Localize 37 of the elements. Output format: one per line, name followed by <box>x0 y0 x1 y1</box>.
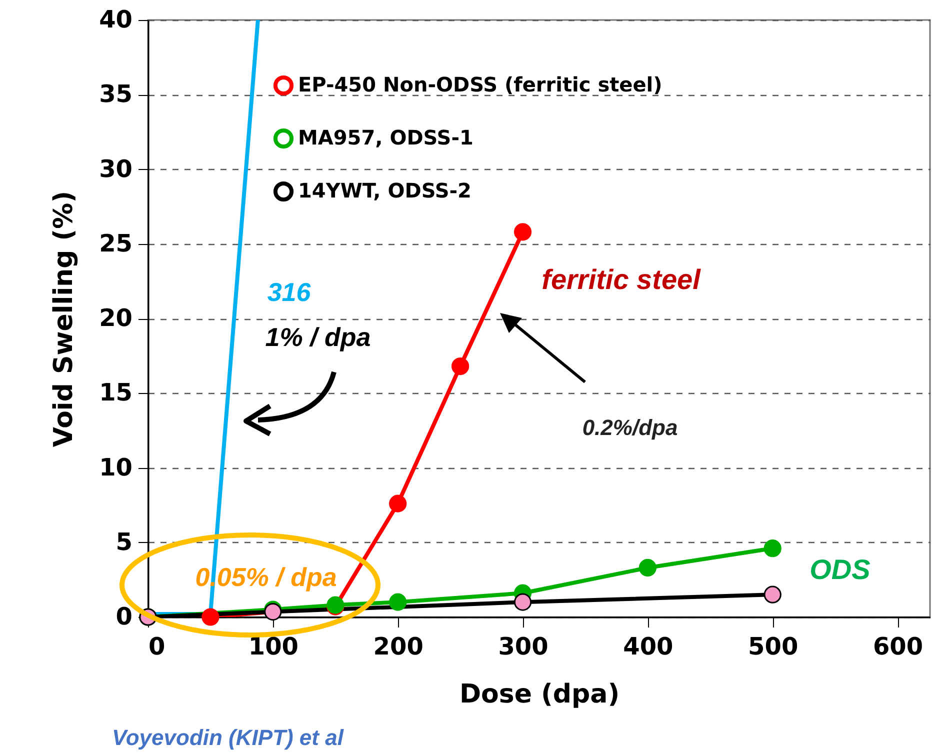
point <box>514 593 532 611</box>
y-tick-label: 15 <box>99 378 132 407</box>
x-tick-label: 600 <box>872 632 924 660</box>
y-tick-label: 10 <box>99 453 132 482</box>
x-tick-label: 400 <box>623 632 674 660</box>
point <box>764 540 782 558</box>
annotation: ODS <box>810 554 871 585</box>
y-tick-label: 40 <box>99 6 132 34</box>
annotation: ferritic steel <box>542 264 702 295</box>
y-tick-label: 20 <box>99 304 132 332</box>
point <box>638 558 656 577</box>
y-tick-label: 5 <box>116 528 132 556</box>
y-axis-title: Void Swelling (%) <box>49 190 80 448</box>
y-tick-label: 25 <box>99 229 132 258</box>
x-tick-label: 500 <box>748 632 798 660</box>
point <box>451 357 470 376</box>
y-tick-label: 35 <box>99 80 132 108</box>
x-axis-title: Dose (dpa) <box>459 680 620 710</box>
x-tick-label: 0 <box>148 632 166 660</box>
point <box>264 602 282 621</box>
annotation: 316 <box>267 277 312 307</box>
y-tick-label: 30 <box>99 154 132 183</box>
point <box>202 608 220 626</box>
annotation: 0.2%/dpa <box>582 415 678 440</box>
text: Voyevodin (KIPT) et al <box>112 725 344 750</box>
point <box>764 586 782 604</box>
annotation: 1% / dpa <box>265 322 371 352</box>
point <box>389 593 407 611</box>
x-tick-label: 200 <box>373 632 424 660</box>
y-tick-label: 0 <box>116 602 132 630</box>
x-tick-label: 300 <box>498 632 548 660</box>
legend-label: EP-450 Non-ODSS (ferritic steel) <box>298 72 662 96</box>
legend-label: MA957, ODSS-1 <box>298 126 474 150</box>
legend-label: 14YWT, ODSS-2 <box>298 178 472 202</box>
point <box>389 494 407 512</box>
x-tick-label: 100 <box>248 632 298 660</box>
point <box>514 223 532 241</box>
